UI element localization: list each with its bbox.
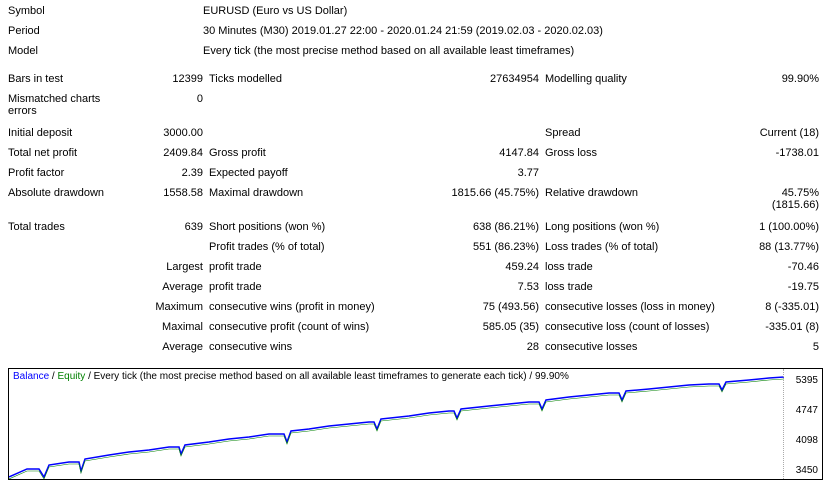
period-value: 30 Minutes (M30) 2019.01.27 22:00 - 2020… [203, 25, 603, 37]
col-a-value: Average [128, 281, 203, 293]
col-a-label: Total trades [8, 221, 128, 233]
col-c-label: Relative drawdown [539, 187, 755, 199]
col-b-label: consecutive profit (count of wins) [203, 321, 439, 333]
col-b-label: Expected payoff [203, 167, 439, 179]
col-b-value: 4147.84 [439, 147, 539, 159]
symbol-value: EURUSD (Euro vs US Dollar) [203, 5, 347, 17]
col-c-value: -1738.01 [755, 147, 823, 159]
period-label: Period [8, 25, 203, 37]
col-c-value: -70.46 [755, 261, 823, 273]
model-label: Model [8, 45, 203, 57]
col-a-value: Maximal [128, 321, 203, 333]
col-c-label: Gross loss [539, 147, 755, 159]
col-a-label: Total net profit [8, 147, 128, 159]
model-value: Every tick (the most precise method base… [203, 45, 574, 57]
col-a-value: 2.39 [128, 167, 203, 179]
col-a-value: Average [128, 341, 203, 353]
col-a-value: 0 [128, 93, 203, 105]
stat-row-trades_row: Total trades639Short positions (won %)63… [8, 220, 823, 240]
col-a-value: Maximum [128, 301, 203, 313]
col-c-value: 8 (-335.01) [755, 301, 823, 313]
col-c-label: consecutive losses [539, 341, 755, 353]
col-c-value: 45.75% (1815.66) [755, 187, 823, 211]
col-c-label: loss trade [539, 261, 755, 273]
col-b-label: Short positions (won %) [203, 221, 439, 233]
stat-row-average_row: Averageprofit trade7.53loss trade-19.75 [8, 280, 823, 300]
col-b-label: consecutive wins [203, 341, 439, 353]
stat-row-profitfactor_row: Profit factor2.39Expected payoff3.77 [8, 166, 823, 186]
stat-row-drawdown_row: Absolute drawdown1558.58Maximal drawdown… [8, 186, 823, 212]
stat-row-netprofit_row: Total net profit2409.84Gross profit4147.… [8, 146, 823, 166]
col-c-value: -19.75 [755, 281, 823, 293]
equity-chart: Balance / Equity / Every tick (the most … [8, 368, 823, 480]
col-a-value: 12399 [128, 73, 203, 85]
stat-row-maximal_row: Maximalconsecutive profit (count of wins… [8, 320, 823, 340]
col-a-label: Mismatched charts errors [8, 93, 128, 117]
col-a-label: Initial deposit [8, 127, 128, 139]
col-b-value: 27634954 [439, 73, 539, 85]
col-a-label: Absolute drawdown [8, 187, 128, 199]
col-b-label: profit trade [203, 281, 439, 293]
y-axis-labels: 5395 4747 4098 3450 [783, 369, 820, 479]
stat-row-avg_consec_row: Averageconsecutive wins28consecutive los… [8, 340, 823, 360]
col-b-label: consecutive wins (profit in money) [203, 301, 439, 313]
col-c-label: consecutive loss (count of losses) [539, 321, 755, 333]
col-b-value: 3.77 [439, 167, 539, 179]
col-b-value: 1815.66 (45.75%) [439, 187, 539, 199]
y-label: 4747 [796, 405, 818, 416]
stat-row-profit_trades_row: Profit trades (% of total)551 (86.23%)Lo… [8, 240, 823, 260]
col-c-label: loss trade [539, 281, 755, 293]
y-label: 5395 [796, 375, 818, 386]
col-c-label: Long positions (won %) [539, 221, 755, 233]
col-b-value: 585.05 (35) [439, 321, 539, 333]
col-b-value: 7.53 [439, 281, 539, 293]
col-b-label: Gross profit [203, 147, 439, 159]
col-a-value: 1558.58 [128, 187, 203, 199]
stats-grid: Bars in test12399Ticks modelled27634954M… [8, 72, 823, 360]
col-c-value: 1 (100.00%) [755, 221, 823, 233]
col-b-label: Ticks modelled [203, 73, 439, 85]
col-a-value: 639 [128, 221, 203, 233]
col-b-label: Profit trades (% of total) [203, 241, 439, 253]
stat-row-mismatch_row: Mismatched charts errors0 [8, 92, 823, 118]
stat-row-maxwins_row: Maximumconsecutive wins (profit in money… [8, 300, 823, 320]
col-a-label: Profit factor [8, 167, 128, 179]
col-b-label: profit trade [203, 261, 439, 273]
col-c-value: 5 [755, 341, 823, 353]
period-row: Period 30 Minutes (M30) 2019.01.27 22:00… [8, 24, 823, 44]
col-b-value: 638 (86.21%) [439, 221, 539, 233]
col-c-value: -335.01 (8) [755, 321, 823, 333]
col-b-value: 459.24 [439, 261, 539, 273]
balance-curve [9, 369, 784, 479]
col-b-value: 75 (493.56) [439, 301, 539, 313]
col-a-value: Largest [128, 261, 203, 273]
stat-row-largest_row: Largestprofit trade459.24loss trade-70.4… [8, 260, 823, 280]
col-a-value: 3000.00 [128, 127, 203, 139]
col-c-value: 88 (13.77%) [755, 241, 823, 253]
col-b-value: 28 [439, 341, 539, 353]
y-label: 4098 [796, 435, 818, 446]
col-b-value: 551 (86.23%) [439, 241, 539, 253]
col-c-label: consecutive losses (loss in money) [539, 301, 755, 313]
model-row: Model Every tick (the most precise metho… [8, 44, 823, 64]
stat-row-bars_row: Bars in test12399Ticks modelled27634954M… [8, 72, 823, 92]
col-b-label: Maximal drawdown [203, 187, 439, 199]
stat-row-deposit_row: Initial deposit3000.00 SpreadCurrent (18) [8, 126, 823, 146]
y-label: 3450 [796, 465, 818, 476]
symbol-row: Symbol EURUSD (Euro vs US Dollar) [8, 4, 823, 24]
symbol-label: Symbol [8, 5, 203, 17]
col-a-label: Bars in test [8, 73, 128, 85]
col-c-value: 99.90% [755, 73, 823, 85]
col-a-value: 2409.84 [128, 147, 203, 159]
col-c-label: Modelling quality [539, 73, 755, 85]
col-c-label: Spread [539, 127, 755, 139]
col-c-label: Loss trades (% of total) [539, 241, 755, 253]
col-c-value: Current (18) [755, 127, 823, 139]
